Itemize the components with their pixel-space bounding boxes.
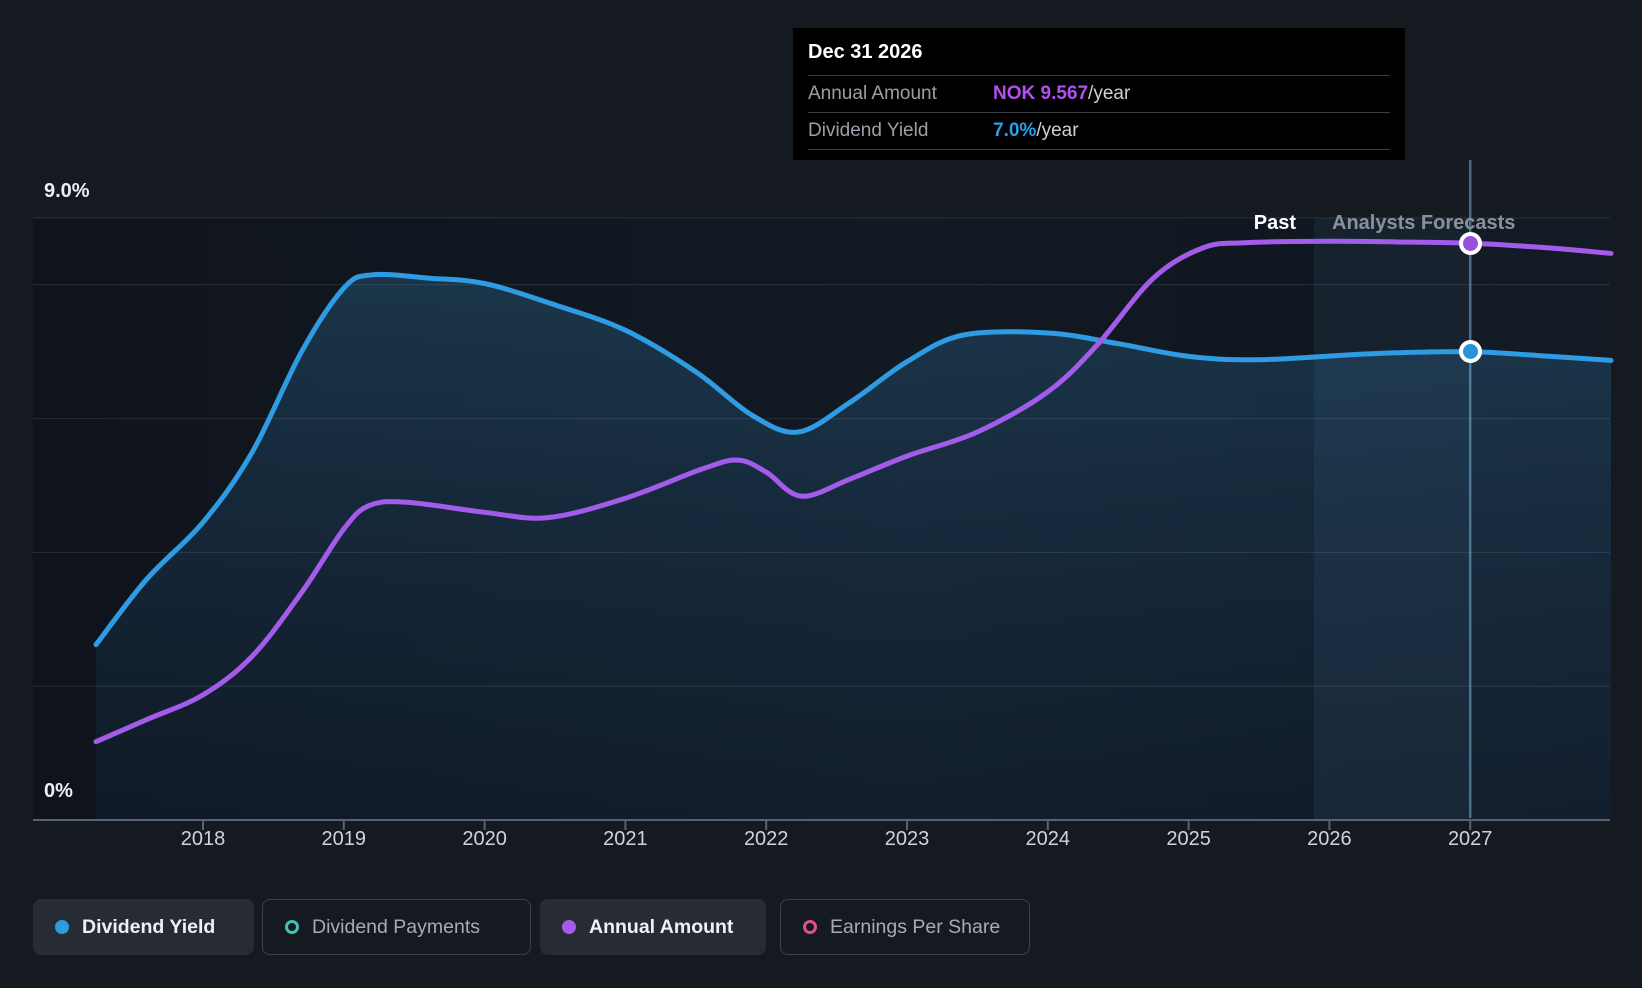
legend-label: Dividend Payments [312, 915, 480, 938]
x-axis-label: 2025 [1166, 828, 1211, 850]
hover-marker-dividend-yield [1458, 340, 1482, 364]
x-axis-labels: 2018 2019 2020 2021 2022 2023 2024 2025 2026 2027 [0, 828, 1642, 858]
legend-label: Annual Amount [589, 915, 734, 938]
tooltip-row-annual-amount: Annual Amount NOK 9.567/year [808, 76, 1390, 113]
x-axis-label: 2027 [1447, 828, 1493, 850]
legend-pill-earnings-per-share[interactable]: Earnings Per Share [780, 899, 1030, 955]
legend-dot-icon [562, 920, 576, 934]
past-region-label: Past [1253, 212, 1296, 234]
legend-pill-dividend-payments[interactable]: Dividend Payments [262, 899, 531, 955]
x-axis-label: 2026 [1307, 828, 1352, 850]
y-axis-bottom-label: 0% [44, 780, 73, 802]
legend-ring-icon [803, 920, 817, 934]
chart-tooltip: Dec 31 2026 Annual Amount NOK 9.567/year… [793, 28, 1405, 160]
tooltip-label: Dividend Yield [808, 120, 929, 141]
x-axis-label: 2020 [462, 828, 507, 850]
x-axis-label: 2018 [180, 828, 226, 850]
x-axis-label: 2022 [743, 828, 789, 850]
tooltip-row-dividend-yield: Dividend Yield 7.0%/year [808, 113, 1390, 150]
x-axis-label: 2021 [603, 828, 648, 850]
hover-marker-annual-amount [1458, 231, 1482, 255]
tooltip-value-dividend-yield: 7.0% [993, 120, 1037, 141]
x-axis-label: 2023 [884, 828, 930, 850]
legend-dot-icon [55, 920, 69, 934]
legend-ring-icon [285, 920, 299, 934]
legend-label: Dividend Yield [82, 915, 216, 938]
x-axis-label: 2019 [321, 828, 367, 850]
x-axis-label: 2024 [1025, 828, 1071, 850]
legend-pill-dividend-yield[interactable]: Dividend Yield [33, 899, 254, 955]
tooltip-date: Dec 31 2026 [808, 28, 1390, 76]
chart-legend: Dividend Yield Dividend Payments Annual Am… [0, 899, 1642, 955]
analysts-forecasts-label: Analysts Forecasts [1332, 212, 1516, 234]
legend-pill-annual-amount[interactable]: Annual Amount [540, 899, 766, 955]
tooltip-value-annual-amount: NOK 9.567 [993, 83, 1089, 104]
tooltip-suffix: /year [1088, 83, 1131, 104]
tooltip-label: Annual Amount [808, 83, 937, 104]
y-axis-top-label: 9.0% [44, 180, 90, 202]
tooltip-suffix: /year [1036, 120, 1079, 141]
legend-label: Earnings Per Share [830, 915, 1001, 938]
